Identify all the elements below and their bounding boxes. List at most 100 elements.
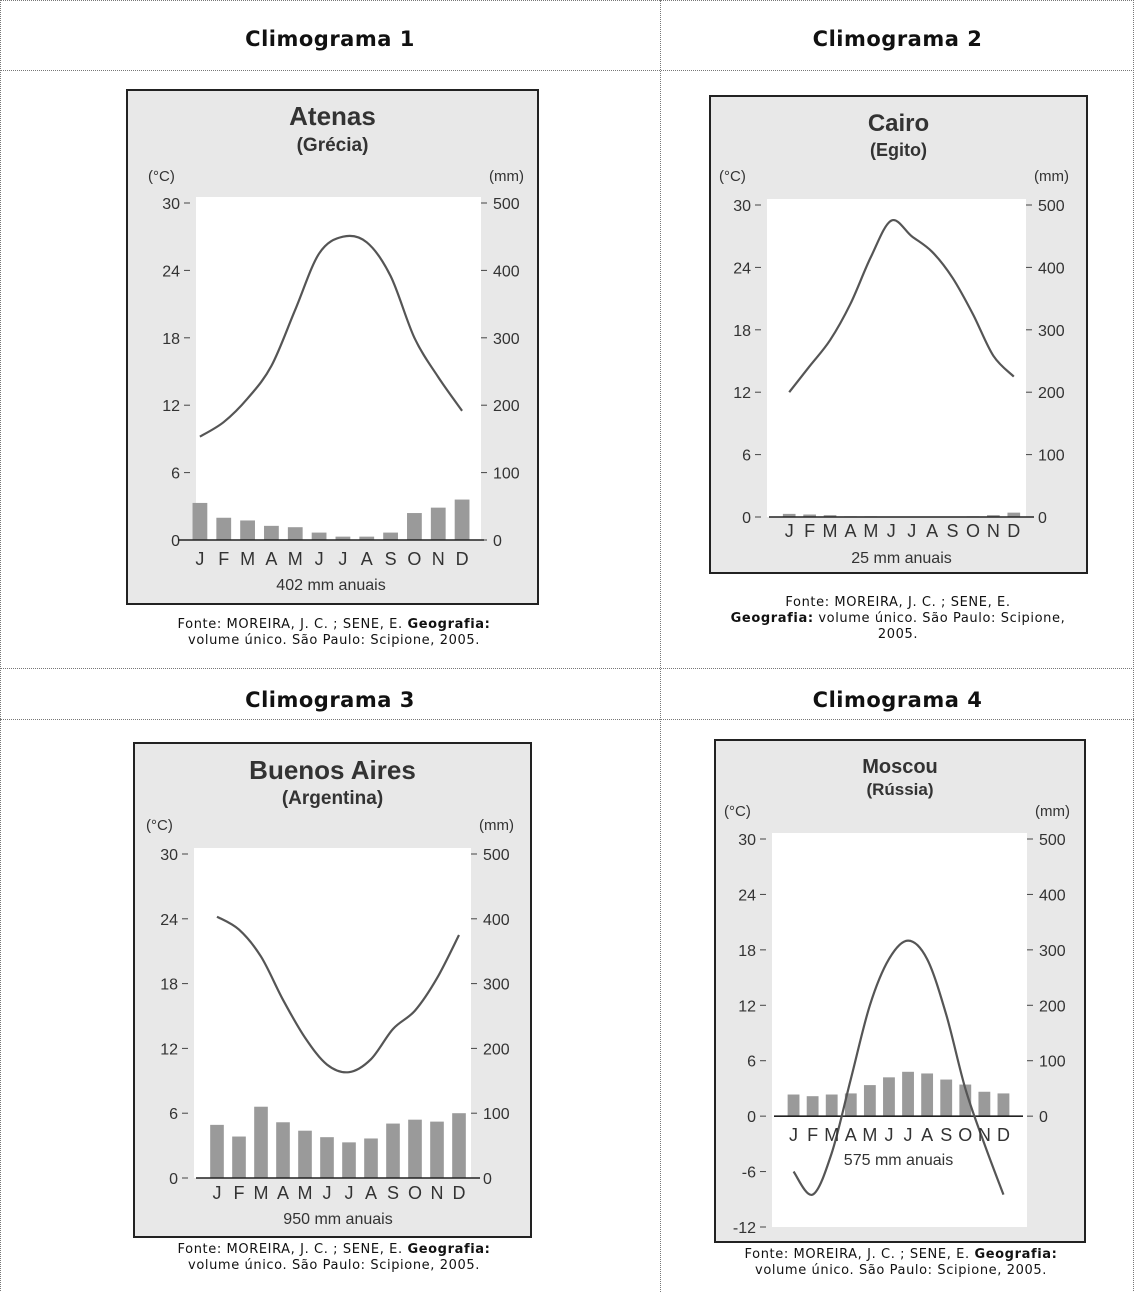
temp-tick-label: -12 — [733, 1220, 756, 1237]
chart-title: Atenas — [289, 101, 376, 131]
left-unit-label: (°C) — [148, 168, 175, 185]
precipitation-bar — [430, 1121, 444, 1178]
precip-tick-label: 0 — [483, 1171, 492, 1188]
month-label: N — [431, 1183, 444, 1203]
cell-heading: Climograma 1 — [245, 27, 415, 51]
precip-tick-label: 400 — [1038, 260, 1065, 277]
month-label: N — [432, 549, 445, 569]
month-label: N — [978, 1125, 991, 1145]
precipitation-bar — [210, 1124, 224, 1178]
temp-tick-label: 30 — [733, 198, 751, 215]
temp-tick-label: 24 — [160, 912, 178, 929]
month-label: J — [789, 1125, 798, 1145]
month-label: M — [254, 1183, 269, 1203]
month-label: J — [315, 549, 324, 569]
left-unit-label: (°C) — [146, 817, 173, 834]
month-label: J — [213, 1183, 222, 1203]
temp-tick-label: 6 — [171, 466, 180, 483]
precipitation-bar — [782, 513, 796, 517]
month-label: S — [940, 1125, 952, 1145]
month-label: F — [804, 521, 815, 541]
source-prefix: Fonte: MOREIRA, J. C. ; SENE, E. — [177, 617, 403, 632]
chart-subtitle: (Argentina) — [282, 788, 383, 809]
precip-tick-label: 100 — [493, 466, 520, 483]
month-label: F — [234, 1183, 245, 1203]
precipitation-bar — [192, 502, 208, 540]
temp-tick-label: 24 — [162, 263, 180, 280]
month-label: S — [385, 549, 397, 569]
precip-tick-label: 400 — [483, 912, 510, 929]
right-unit-label: (mm) — [1034, 168, 1069, 185]
precipitation-bar — [287, 527, 303, 540]
precipitation-bar — [940, 1079, 953, 1117]
month-label: J — [338, 549, 347, 569]
month-label: O — [958, 1125, 972, 1145]
month-label: F — [218, 549, 229, 569]
temp-tick-label: 6 — [169, 1106, 178, 1123]
source-bold: Geografia: — [974, 1247, 1058, 1262]
temp-tick-label: 30 — [738, 832, 756, 849]
temperature-line — [788, 218, 1015, 393]
temp-tick-label: 30 — [160, 847, 178, 864]
cell-heading: Climograma 3 — [245, 688, 415, 712]
source-suffix: volume único. São Paulo: Scipione, 2005. — [818, 611, 1066, 642]
month-label: M — [240, 549, 255, 569]
precipitation-bar — [454, 499, 470, 540]
month-label: O — [966, 521, 980, 541]
precip-tick-label: 500 — [493, 196, 520, 213]
precipitation-bar — [823, 515, 837, 517]
chart-title: Cairo — [868, 110, 929, 137]
precipitation-bar — [342, 1142, 356, 1178]
precipitation-bar — [359, 536, 375, 540]
precip-tick-label: 200 — [1038, 385, 1065, 402]
temp-tick-label: 6 — [742, 448, 751, 465]
temp-tick-label: -6 — [742, 1165, 756, 1182]
annual-precipitation-label: 25 mm anuais — [851, 550, 952, 567]
month-label: D — [997, 1125, 1010, 1145]
source-prefix: Fonte: MOREIRA, J. C. ; SENE, E. — [744, 1247, 970, 1262]
temp-tick-label: 18 — [162, 331, 180, 348]
month-label: J — [345, 1183, 354, 1203]
month-label: J — [884, 1125, 893, 1145]
temperature-line — [216, 915, 460, 1074]
precip-tick-label: 400 — [1039, 887, 1066, 904]
chart-subtitle: (Grécia) — [297, 135, 369, 156]
month-label: J — [785, 521, 794, 541]
precipitation-bar — [430, 507, 446, 540]
right-unit-label: (mm) — [1035, 803, 1070, 820]
precipitation-bar — [254, 1106, 268, 1178]
precip-tick-label: 200 — [1039, 998, 1066, 1015]
chart-svg: Buenos Aires (Argentina) (°C) (mm) 0 6 12 18 24 3… — [146, 755, 514, 1228]
month-label: A — [926, 521, 938, 541]
temp-tick-label: 0 — [747, 1109, 756, 1126]
month-label: S — [387, 1183, 399, 1203]
precipitation-bar — [407, 513, 422, 540]
chart-svg: Cairo(Egito)(°C) (mm)06121824300100200300… — [719, 110, 1069, 567]
annual-precipitation-label: 402 mm anuais — [276, 577, 385, 594]
temp-tick-label: 30 — [162, 196, 180, 213]
month-label: J — [907, 521, 916, 541]
precip-tick-label: 300 — [1038, 323, 1065, 340]
precipitation-bar — [298, 1130, 312, 1178]
divider — [0, 719, 1134, 720]
month-label: A — [921, 1125, 933, 1145]
precipitation-bar — [386, 1123, 400, 1178]
month-label: M — [862, 1125, 877, 1145]
month-label: N — [987, 521, 1000, 541]
month-label: D — [456, 549, 469, 569]
month-label: D — [1007, 521, 1020, 541]
month-label: M — [824, 1125, 839, 1145]
precipitation-bar — [364, 1138, 378, 1178]
month-label: O — [407, 549, 421, 569]
divider — [660, 0, 661, 1292]
temp-tick-label: 6 — [747, 1054, 756, 1071]
temp-tick-label: 12 — [160, 1041, 178, 1058]
precipitation-bar — [806, 1096, 819, 1117]
annual-precipitation-label: 575 mm anuais — [844, 1152, 953, 1169]
right-unit-label: (mm) — [479, 817, 514, 834]
precipitation-bar — [863, 1085, 876, 1117]
chart-title: Moscou — [862, 756, 938, 778]
month-label: O — [408, 1183, 422, 1203]
temperature-line — [792, 939, 1005, 1196]
precipitation-bar — [335, 536, 351, 540]
